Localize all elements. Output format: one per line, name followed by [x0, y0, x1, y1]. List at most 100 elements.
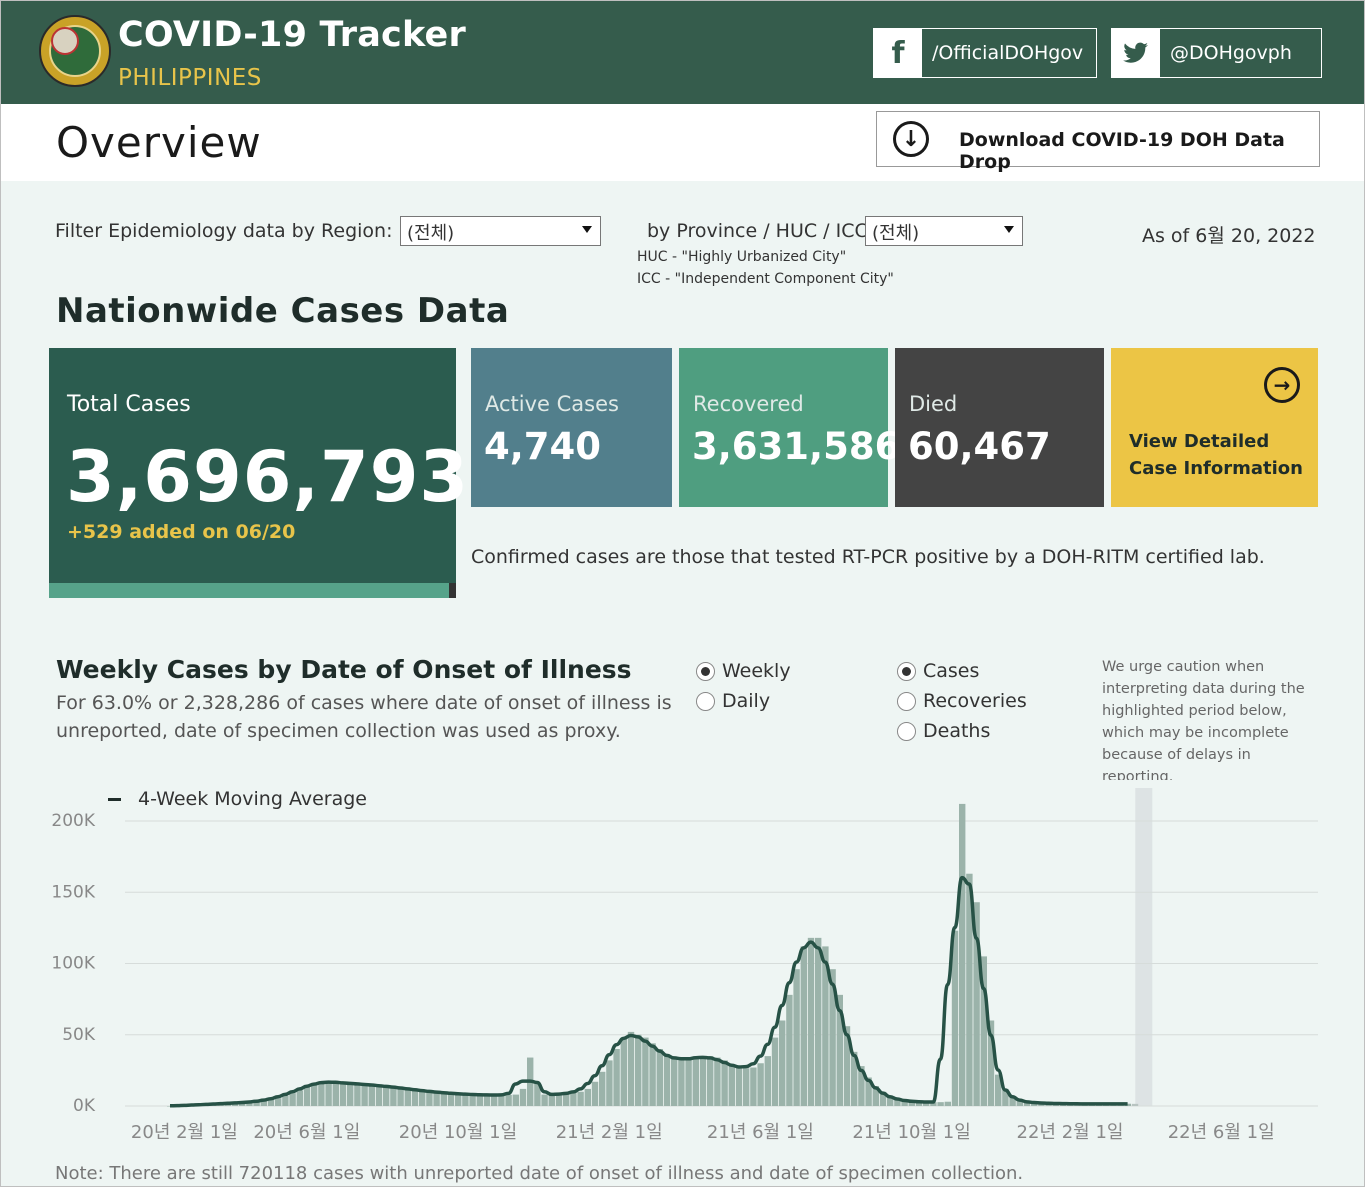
case-bar[interactable] [757, 1063, 764, 1106]
case-bar[interactable] [390, 1086, 397, 1106]
case-bar[interactable] [951, 930, 959, 1106]
case-bar[interactable] [764, 1056, 771, 1106]
case-bar[interactable] [995, 1074, 1002, 1106]
case-bar[interactable] [779, 1020, 786, 1107]
radio-weekly[interactable]: Weekly [696, 660, 791, 682]
case-bar[interactable] [980, 956, 987, 1106]
case-bar[interactable] [584, 1088, 591, 1106]
case-bar[interactable] [966, 873, 973, 1106]
case-bar[interactable] [447, 1093, 455, 1106]
case-bar[interactable] [865, 1077, 872, 1107]
case-bar[interactable] [1002, 1088, 1009, 1106]
case-bar[interactable] [1009, 1096, 1016, 1106]
case-bar[interactable] [296, 1090, 303, 1106]
case-bar[interactable] [476, 1094, 483, 1106]
case-bar[interactable] [347, 1083, 354, 1106]
case-bar[interactable] [303, 1087, 311, 1106]
download-data-drop-button[interactable]: ↓ Download COVID-19 DOH Data Drop [876, 111, 1320, 173]
case-bar[interactable] [1124, 1103, 1131, 1106]
case-bar[interactable] [599, 1071, 606, 1106]
case-bar[interactable] [973, 902, 980, 1106]
case-bar[interactable] [512, 1094, 519, 1106]
case-bar[interactable] [577, 1091, 584, 1106]
radio-daily[interactable]: Daily [696, 690, 770, 712]
case-bar[interactable] [361, 1083, 368, 1106]
case-bar[interactable] [750, 1067, 757, 1106]
case-bar[interactable] [879, 1091, 887, 1106]
case-bar[interactable] [613, 1049, 620, 1106]
case-bar[interactable] [239, 1102, 246, 1106]
case-bar[interactable] [987, 1020, 995, 1107]
case-bar[interactable] [937, 1102, 944, 1106]
case-bar[interactable] [318, 1082, 325, 1106]
case-bar[interactable] [253, 1101, 260, 1106]
case-bar[interactable] [671, 1057, 678, 1106]
case-bar[interactable] [829, 969, 836, 1106]
case-bar[interactable] [707, 1056, 714, 1106]
case-bar[interactable] [469, 1094, 476, 1106]
case-bar[interactable] [721, 1060, 728, 1106]
case-bar[interactable] [930, 1102, 937, 1106]
case-bar[interactable] [714, 1057, 721, 1106]
radio-cases[interactable]: Cases [897, 660, 979, 682]
case-bar[interactable] [872, 1086, 879, 1106]
case-bar[interactable] [325, 1081, 332, 1106]
case-bar[interactable] [555, 1094, 563, 1106]
case-bar[interactable] [433, 1091, 440, 1106]
case-bar[interactable] [404, 1088, 411, 1106]
case-bar[interactable] [656, 1049, 663, 1106]
case-bar[interactable] [771, 1037, 779, 1106]
case-bar[interactable] [887, 1096, 894, 1106]
case-bar[interactable] [915, 1101, 923, 1106]
case-bar[interactable] [275, 1098, 282, 1106]
case-bar[interactable] [332, 1081, 339, 1106]
case-bar[interactable] [368, 1084, 375, 1106]
case-bar[interactable] [563, 1093, 570, 1106]
case-bar[interactable] [692, 1058, 699, 1106]
case-bar[interactable] [1016, 1100, 1023, 1106]
case-bar[interactable] [411, 1089, 419, 1106]
case-bar[interactable] [800, 946, 807, 1106]
case-bar[interactable] [678, 1060, 685, 1106]
case-bar[interactable] [455, 1093, 462, 1106]
case-bar[interactable] [786, 994, 793, 1106]
case-bar[interactable] [959, 803, 966, 1106]
case-bar[interactable] [591, 1081, 599, 1106]
case-bar[interactable] [534, 1083, 541, 1106]
case-bar[interactable] [735, 1067, 743, 1106]
case-bar[interactable] [851, 1051, 858, 1106]
case-bar[interactable] [728, 1064, 735, 1106]
case-bar[interactable] [815, 937, 822, 1106]
case-bar[interactable] [260, 1101, 267, 1106]
twitter-link[interactable]: @DOHgovph [1111, 28, 1322, 78]
case-bar[interactable] [483, 1094, 491, 1106]
case-bar[interactable] [699, 1057, 707, 1106]
case-bar[interactable] [944, 1101, 951, 1106]
case-bar[interactable] [1131, 1103, 1139, 1106]
case-bar[interactable] [649, 1043, 656, 1106]
case-bar[interactable] [491, 1094, 498, 1106]
case-bar[interactable] [1023, 1101, 1031, 1106]
case-bar[interactable] [894, 1098, 901, 1106]
case-bar[interactable] [462, 1093, 469, 1106]
case-bar[interactable] [908, 1101, 915, 1106]
case-bar[interactable] [627, 1031, 635, 1106]
case-bar[interactable] [606, 1060, 613, 1106]
weekly-cases-chart[interactable]: 0K 50K 100K 150K 200K 20년 2월 1일 20년 6월 1일 20년 1… [40, 782, 1330, 1152]
case-bar[interactable] [282, 1096, 289, 1106]
case-bar[interactable] [267, 1099, 275, 1106]
case-bar[interactable] [642, 1037, 649, 1106]
case-bar[interactable] [635, 1034, 642, 1106]
case-bar[interactable] [901, 1100, 908, 1106]
case-bar[interactable] [541, 1094, 548, 1106]
case-bar[interactable] [519, 1088, 527, 1106]
case-bar[interactable] [375, 1085, 383, 1106]
case-bar[interactable] [339, 1082, 347, 1106]
case-bar[interactable] [383, 1086, 390, 1106]
case-bar[interactable] [354, 1083, 361, 1106]
region-select[interactable]: (전체) [400, 216, 601, 246]
facebook-link[interactable]: f /OfficialDOHgov [873, 28, 1097, 78]
case-bar[interactable] [793, 969, 800, 1106]
case-bar[interactable] [548, 1094, 555, 1106]
case-bar[interactable] [822, 946, 829, 1106]
